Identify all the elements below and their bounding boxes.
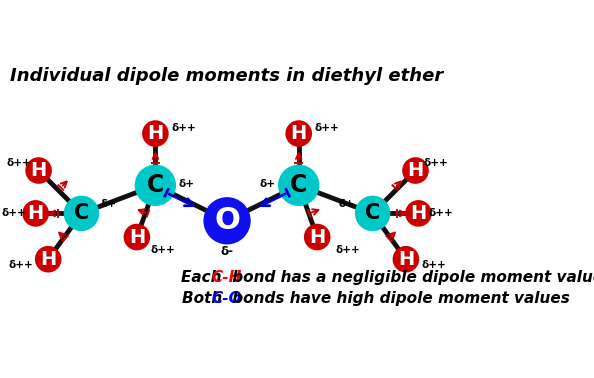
Text: H: H xyxy=(410,204,426,223)
Text: H: H xyxy=(27,204,44,223)
Circle shape xyxy=(203,197,251,245)
Text: δ++: δ++ xyxy=(150,245,175,255)
Circle shape xyxy=(405,200,432,227)
Text: δ++: δ++ xyxy=(171,123,196,133)
Text: bonds have high dipole moment values: bonds have high dipole moment values xyxy=(227,291,570,306)
Circle shape xyxy=(135,164,176,206)
Text: δ++: δ++ xyxy=(429,208,454,218)
Text: Individual dipole moments in diethyl ether: Individual dipole moments in diethyl eth… xyxy=(11,67,444,85)
Text: δ++: δ++ xyxy=(7,158,31,168)
Text: C: C xyxy=(290,173,307,197)
Text: δ+: δ+ xyxy=(260,179,276,189)
Text: δ++: δ++ xyxy=(1,208,26,218)
Circle shape xyxy=(402,157,429,184)
Text: δ++: δ++ xyxy=(335,245,360,255)
Text: C: C xyxy=(365,203,380,223)
Text: C-O: C-O xyxy=(211,291,242,306)
Text: H: H xyxy=(30,161,47,180)
Text: δ++: δ++ xyxy=(8,260,33,270)
Text: H: H xyxy=(309,228,326,246)
Circle shape xyxy=(393,246,419,273)
Circle shape xyxy=(278,164,320,206)
Text: δ++: δ++ xyxy=(422,260,446,270)
Circle shape xyxy=(304,224,330,250)
Text: δ++: δ++ xyxy=(424,158,448,168)
Circle shape xyxy=(124,224,150,250)
Text: δ+: δ+ xyxy=(178,179,194,189)
Circle shape xyxy=(26,157,52,184)
Text: H: H xyxy=(398,250,414,269)
Text: O: O xyxy=(214,206,240,235)
Text: H: H xyxy=(129,228,145,246)
Text: C: C xyxy=(147,173,164,197)
Text: δ-: δ- xyxy=(220,245,233,258)
Text: δ+: δ+ xyxy=(100,199,116,209)
Text: Each: Each xyxy=(181,270,227,285)
Text: δ++: δ++ xyxy=(314,123,339,133)
Circle shape xyxy=(142,120,169,147)
Circle shape xyxy=(23,200,49,227)
Text: H: H xyxy=(290,124,307,143)
Circle shape xyxy=(355,196,390,231)
Text: bond has a negligible dipole moment value: bond has a negligible dipole moment valu… xyxy=(227,270,594,285)
Text: C: C xyxy=(74,203,89,223)
Text: C-H: C-H xyxy=(212,270,242,285)
Text: H: H xyxy=(40,250,56,269)
Circle shape xyxy=(64,196,99,231)
Text: H: H xyxy=(147,124,163,143)
Text: H: H xyxy=(407,161,424,180)
Text: δ+: δ+ xyxy=(338,199,354,209)
Circle shape xyxy=(286,120,312,147)
Circle shape xyxy=(35,246,62,273)
Text: Both: Both xyxy=(182,291,227,306)
